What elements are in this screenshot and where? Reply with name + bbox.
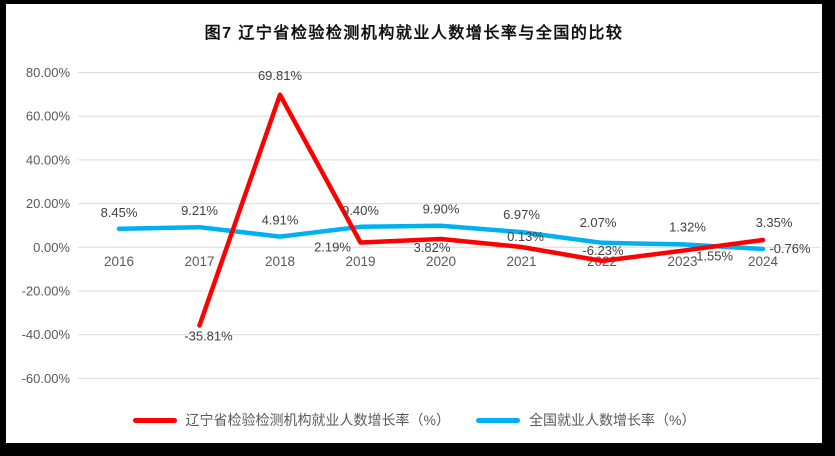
x-axis-label: 2018 [265,254,295,269]
y-tick-label: -20.00% [22,284,71,299]
liaoning-data-label: 2.19% [314,240,351,255]
legend-item-national: 全国就业人数增长率（%） [476,410,695,430]
y-tick-label: 20.00% [26,196,71,211]
national-data-label: 4.91% [262,213,299,228]
x-axis-label: 2021 [506,254,536,269]
plot-area: 80.00% 60.00% 40.00% 20.00% 0.00% -20.00% -40.… [22,65,820,386]
x-axis-label: 2019 [345,254,375,269]
liaoning-data-label: 69.81% [258,68,303,83]
chart-canvas: 80.00% 60.00% 40.00% 20.00% 0.00% -20.00% -40.… [6,4,822,443]
liaoning-series-line [197,92,766,328]
x-axis-label: 2023 [667,254,697,269]
national-data-label: -0.76% [769,241,811,256]
national-data-label: 9.21% [181,203,218,218]
x-axis-label: 2024 [748,254,779,269]
national-data-label: 1.32% [669,219,706,234]
red-line-swatch-icon [132,417,177,423]
liaoning-data-label: 0.13% [507,229,544,244]
x-axis-label: 2016 [104,254,134,269]
national-series-line [116,223,766,252]
y-tick-label: 80.00% [26,65,71,80]
x-axis-label: 2020 [426,254,456,269]
y-tick-label: -40.00% [22,327,71,342]
y-tick-label: 0.00% [33,240,70,255]
national-data-label: 9.90% [423,202,460,217]
chart-title: 图7 辽宁省检验检测机构就业人数增长率与全国的比较 [204,25,624,42]
national-data-label: 8.45% [101,205,138,220]
y-tick-label: 60.00% [26,109,71,124]
liaoning-data-label: -1.55% [692,249,734,264]
y-tick-label: -60.00% [22,371,71,386]
liaoning-data-label: 3.35% [756,215,793,230]
x-axis-label: 2017 [184,254,214,269]
liaoning-data-label: -35.81% [184,329,233,344]
liaoning-data-label: 3.82% [414,240,451,255]
national-data-label: 9.40% [342,203,379,218]
liaoning-data-label: -6.23% [582,243,624,258]
y-tick-label: 40.00% [26,152,71,167]
blue-line-swatch-icon [476,417,520,423]
chart-legend: 辽宁省检验检测机构就业人数增长率（%） 全国就业人数增长率（%） [6,410,822,430]
national-data-label: 6.97% [503,207,540,222]
legend-item-liaoning: 辽宁省检验检测机构就业人数增长率（%） [132,410,450,430]
legend-label-national: 全国就业人数增长率（%） [529,412,696,428]
national-data-label: 2.07% [580,215,617,230]
legend-label-liaoning: 辽宁省检验检测机构就业人数增长率（%） [185,412,450,428]
